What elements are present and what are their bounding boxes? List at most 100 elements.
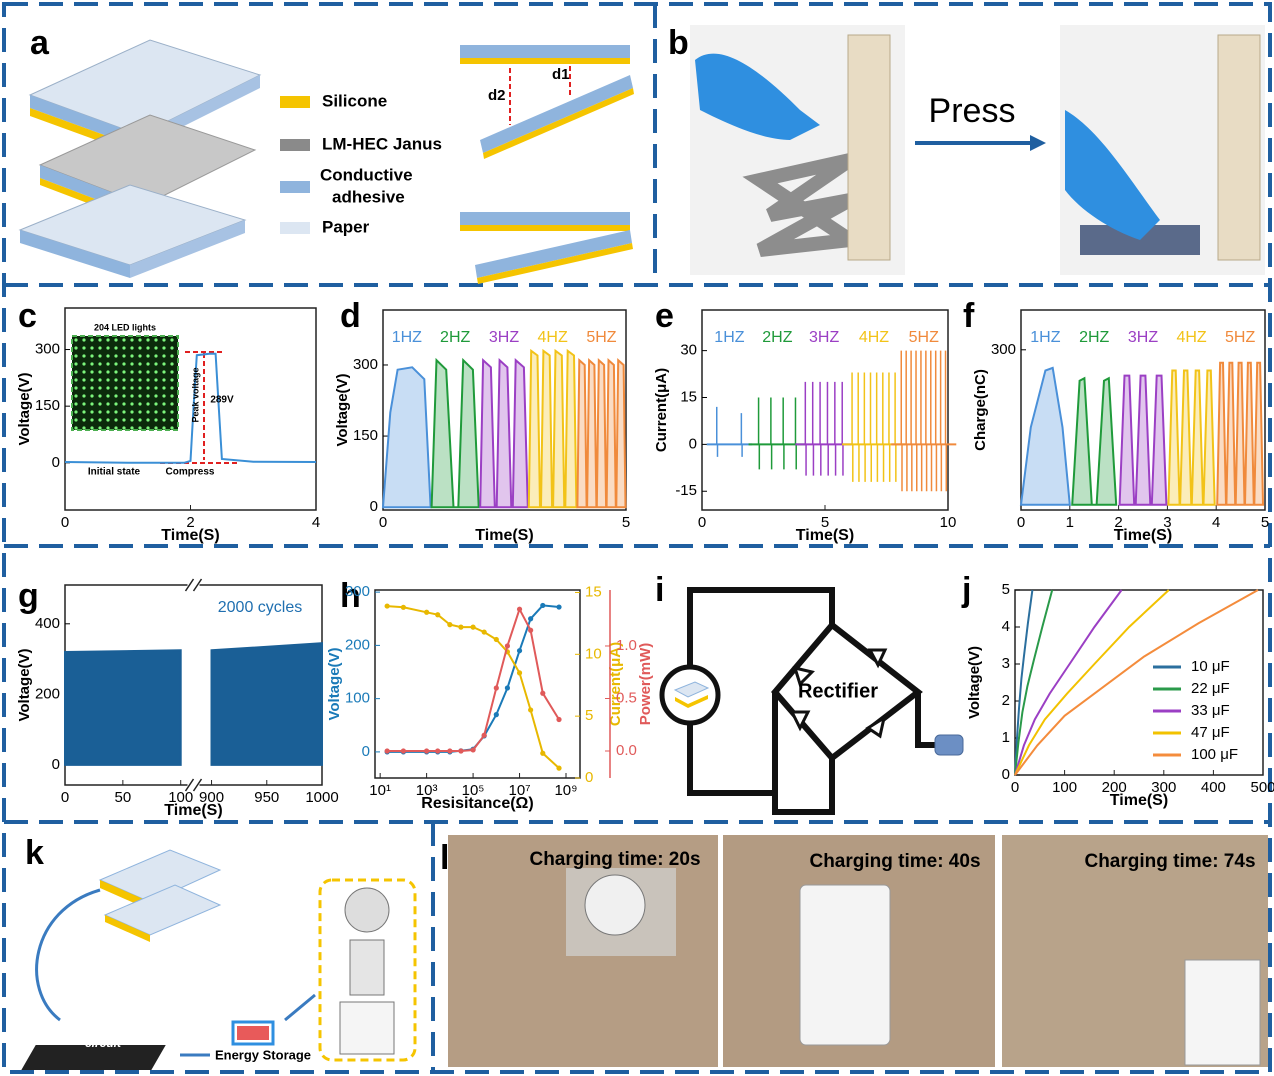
x-tick-label: 500 — [1250, 779, 1274, 796]
series-label: 5HZ — [586, 329, 616, 346]
x-axis-label: Resisitance(Ω) — [421, 795, 533, 812]
legend-label: Silicone — [322, 91, 387, 110]
y-axis-label: Voltage(V) — [334, 373, 351, 446]
x-tick-label: 0 — [1011, 779, 1019, 796]
area — [1168, 371, 1214, 505]
marker — [494, 712, 499, 717]
area — [212, 643, 323, 765]
marker — [505, 643, 510, 648]
x-axis-label: Time(S) — [1110, 792, 1168, 809]
annotation: Compress — [166, 467, 215, 478]
marker — [424, 748, 429, 753]
x-tick-label: 4 — [1212, 514, 1220, 531]
series-label: 2HZ — [1079, 329, 1109, 346]
series-label: 5HZ — [909, 329, 939, 346]
y-tick-label: 300 — [353, 356, 378, 373]
y3-tick-label: 0.5 — [616, 689, 637, 706]
x-tick-label: 0 — [61, 789, 69, 806]
x-tick-label: 5 — [622, 514, 630, 531]
x-axis-label: Time(S) — [164, 802, 222, 819]
y-tick-label: 2 — [1002, 692, 1010, 709]
y3-tick-label: 1.0 — [616, 637, 637, 654]
marker — [447, 622, 452, 627]
legend-label: Paper — [322, 217, 370, 236]
y2-tick-label: 5 — [585, 707, 593, 724]
series-label: 4HZ — [537, 329, 567, 346]
x-tick-label: 400 — [1201, 779, 1226, 796]
legend-label: adhesive — [332, 187, 405, 206]
figure: Silicone LM-HEC Janus Conductive adhesiv… — [0, 0, 1274, 1076]
panel-label: j — [961, 571, 971, 609]
y3-axis-label: Power(mW) — [637, 643, 654, 726]
x-tick-label: 0 — [61, 514, 69, 531]
marker — [401, 748, 406, 753]
annotation: 204 LED lights — [94, 322, 156, 332]
area — [1021, 368, 1070, 505]
swatch — [280, 222, 310, 234]
annotation: Peak voltage — [190, 367, 200, 422]
y-tick-label: 300 — [35, 341, 60, 358]
y2-tick-label: 15 — [585, 583, 602, 600]
panel-label: b — [668, 24, 689, 62]
marker — [517, 607, 522, 612]
y2-tick-label: 0 — [585, 769, 593, 786]
area — [432, 360, 479, 507]
y-tick-label: 0 — [52, 756, 60, 773]
area — [1072, 378, 1116, 505]
area — [65, 650, 181, 765]
marker — [505, 685, 510, 690]
legend-label: 33 μF — [1191, 702, 1230, 719]
circuit-label: circuit — [85, 1036, 122, 1050]
x-tick-label: 0 — [379, 514, 387, 531]
legend-label: Conductive — [320, 165, 413, 184]
x-tick-label: 10 — [940, 514, 957, 531]
series-label: 3HZ — [809, 329, 839, 346]
y3-tick-label: 0.0 — [616, 742, 637, 759]
marker — [494, 685, 499, 690]
marker — [528, 628, 533, 633]
area — [1217, 363, 1263, 505]
annotation: Initial state — [88, 467, 141, 478]
series-label: 1HZ — [714, 329, 744, 346]
storage-label: Energy Storage — [215, 1047, 311, 1062]
series-label: 2HZ — [762, 329, 792, 346]
swatch — [280, 96, 310, 108]
series-label: 1HZ — [1030, 329, 1060, 346]
y-tick-label: 30 — [680, 342, 697, 359]
x-tick-label: 950 — [254, 789, 279, 806]
series-label: 4HZ — [1176, 329, 1206, 346]
line — [1015, 590, 1169, 775]
y-tick-label: 4 — [1002, 618, 1010, 635]
series-label: 3HZ — [1128, 329, 1158, 346]
y-tick-label: 100 — [345, 690, 370, 707]
marker — [482, 629, 487, 634]
panel-label: f — [963, 297, 975, 335]
marker — [401, 605, 406, 610]
marker — [517, 670, 522, 675]
marker — [435, 748, 440, 753]
x-axis-label: Time(S) — [475, 527, 533, 544]
x-axis-label: Time(S) — [1114, 527, 1172, 544]
marker — [385, 603, 390, 608]
swatch — [280, 181, 310, 193]
photo-caption: Charging time: 40s — [809, 851, 980, 872]
legend-label: 10 μF — [1191, 658, 1230, 675]
annotation: 289V — [210, 395, 234, 406]
panel-a-diagram — [20, 40, 634, 284]
marker — [458, 748, 463, 753]
annotation: 2000 cycles — [218, 599, 303, 616]
y-tick-label: 300 — [345, 583, 370, 600]
panel-label: l — [440, 839, 449, 877]
series-label: 3HZ — [489, 329, 519, 346]
marker — [424, 610, 429, 615]
x-tick-label: 0 — [698, 514, 706, 531]
marker — [385, 748, 390, 753]
x-tick-label: 10¹ — [369, 782, 391, 799]
legend-label: LM-HEC Janus — [322, 134, 442, 153]
x-tick-label: 10⁹ — [554, 782, 577, 799]
y-axis-label: Voltage(V) — [966, 646, 983, 719]
x-tick-label: 1 — [1066, 514, 1074, 531]
marker — [556, 717, 561, 722]
marker — [528, 616, 533, 621]
panel-label: k — [25, 834, 44, 872]
